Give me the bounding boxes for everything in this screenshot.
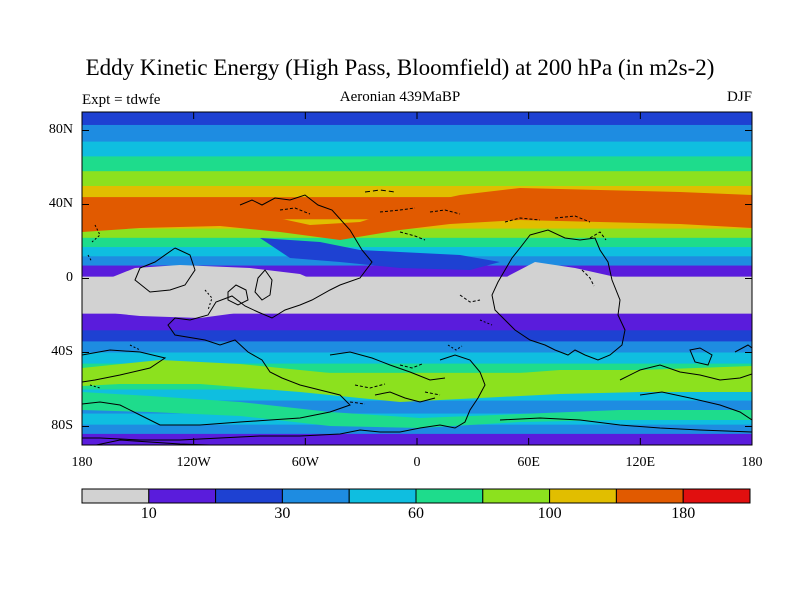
lon-tick-label: 60W [291, 455, 319, 470]
lon-tick-label: 120W [176, 455, 211, 470]
colorbar-box [81, 488, 150, 504]
field-band [82, 372, 752, 383]
lon-tick-label: 60E [517, 455, 540, 470]
plot-title: Eddy Kinetic Energy (High Pass, Bloomfie… [85, 55, 715, 80]
colorbar-box [348, 488, 417, 504]
coastlines [82, 189, 752, 445]
lon-tick-label: 120E [625, 455, 656, 470]
colorbar-label: 100 [537, 505, 562, 522]
colorbar-label: 10 [140, 505, 157, 522]
field-band [82, 265, 752, 278]
period-label: Aeronian 439MaBP [339, 89, 461, 105]
lat-tick-label: 80N [48, 121, 73, 137]
colorbar-box [482, 488, 551, 504]
lon-tick-label: 180 [71, 455, 93, 470]
field-band [82, 228, 752, 239]
field-band [82, 141, 752, 157]
lat-tick-label: 0 [66, 269, 73, 285]
colorbar-label: 30 [274, 505, 291, 522]
field-band [82, 237, 752, 248]
colorbar-box [281, 488, 350, 504]
field-band [82, 330, 752, 342]
low-energy-tongue [260, 238, 500, 270]
lat-tick-label: 40S [51, 343, 73, 359]
colorbar-box [215, 488, 283, 504]
experiment-label: Expt = tdwfe [82, 92, 161, 108]
field-band [82, 247, 752, 257]
colorbar-label: 180 [671, 505, 696, 522]
colorbar-box [682, 488, 751, 504]
field-band [82, 352, 752, 365]
storm-track-south-edge [82, 392, 752, 428]
field-band [82, 313, 752, 331]
field-band [82, 124, 752, 143]
season-label: DJF [726, 89, 752, 105]
field-band [82, 186, 752, 198]
field-band [82, 171, 752, 187]
colorbar-box [549, 488, 617, 504]
lat-tick-label: 40N [48, 195, 73, 211]
storm-track-north [82, 188, 752, 240]
lat-tick-label: 80S [51, 417, 73, 433]
lon-tick-label: 180 [741, 455, 763, 470]
field-band [82, 156, 752, 172]
colorbar [81, 488, 751, 504]
colorbar-label: 60 [408, 505, 424, 522]
calm-zone-east [488, 262, 752, 312]
field-band [82, 424, 752, 435]
colorbar-box [148, 488, 217, 504]
field-band [82, 363, 752, 374]
storm-track-south [82, 360, 752, 402]
field-band [82, 341, 752, 354]
lon-tick-label: 0 [413, 455, 421, 470]
axis-ticks [81, 112, 753, 445]
calm-zone-west [82, 265, 332, 318]
colorbar-box [415, 488, 484, 504]
ekE-field [82, 112, 752, 445]
colorbar-box [615, 488, 684, 504]
